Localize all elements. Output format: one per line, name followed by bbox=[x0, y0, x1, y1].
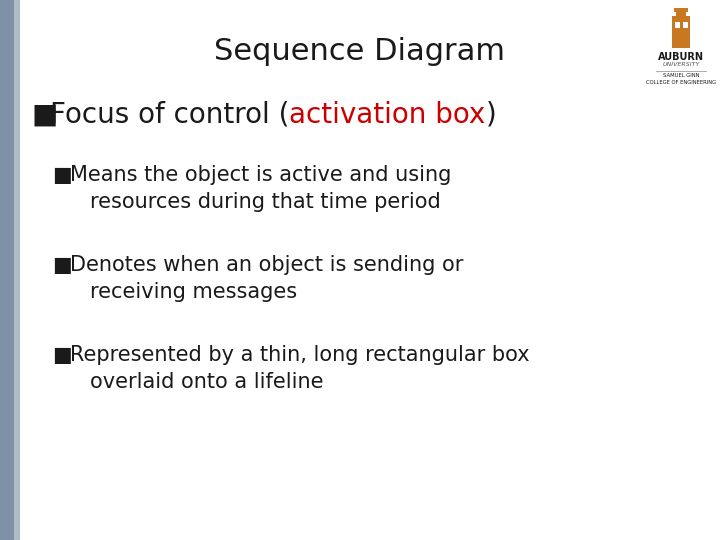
Bar bbox=[0, 0, 14, 540]
Text: Denotes when an object is sending or: Denotes when an object is sending or bbox=[70, 255, 464, 275]
Text: ■: ■ bbox=[52, 165, 72, 185]
Text: ■: ■ bbox=[52, 255, 72, 275]
Bar bbox=[674, 8, 688, 12]
Text: overlaid onto a lifeline: overlaid onto a lifeline bbox=[90, 372, 323, 392]
Bar bbox=[683, 22, 688, 28]
Text: AUBURN: AUBURN bbox=[658, 52, 704, 62]
Bar bbox=[676, 10, 686, 20]
Bar bbox=[675, 22, 680, 28]
Text: COLLEGE OF ENGINEERING: COLLEGE OF ENGINEERING bbox=[646, 80, 716, 85]
Text: Means the object is active and using: Means the object is active and using bbox=[70, 165, 451, 185]
Text: ): ) bbox=[485, 101, 496, 129]
Text: ■: ■ bbox=[32, 101, 58, 129]
Text: SAMUEL GINN: SAMUEL GINN bbox=[662, 73, 699, 78]
Text: receiving messages: receiving messages bbox=[90, 282, 297, 302]
Text: resources during that time period: resources during that time period bbox=[90, 192, 441, 212]
Text: UNIVERSITY: UNIVERSITY bbox=[662, 62, 700, 67]
Text: Focus of control (: Focus of control ( bbox=[50, 101, 289, 129]
Text: ■: ■ bbox=[52, 345, 72, 365]
Text: Represented by a thin, long rectangular box: Represented by a thin, long rectangular … bbox=[70, 345, 530, 365]
Bar bbox=[14, 0, 20, 540]
Text: Sequence Diagram: Sequence Diagram bbox=[215, 37, 505, 66]
Text: activation box: activation box bbox=[289, 101, 485, 129]
Bar bbox=[672, 16, 690, 48]
